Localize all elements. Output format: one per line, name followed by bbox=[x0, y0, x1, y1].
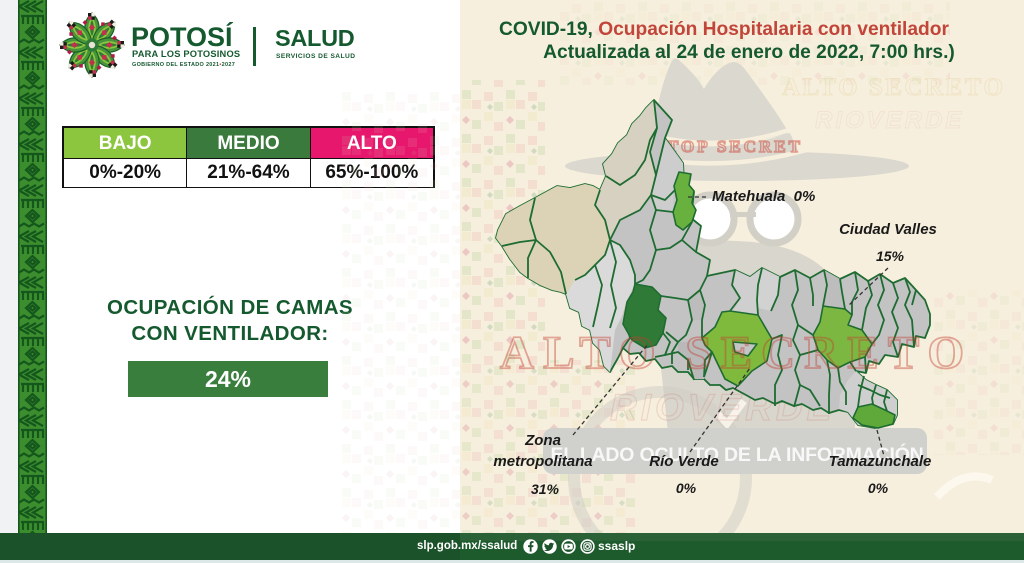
svg-text:0%: 0% bbox=[676, 480, 697, 496]
svg-text:Río Verde: Río Verde bbox=[649, 453, 718, 470]
svg-text:EL LADO OCULTO DE LA INFORMACI: EL LADO OCULTO DE LA INFORMACIÓN bbox=[550, 442, 923, 466]
svg-text:15%: 15% bbox=[876, 248, 905, 264]
svg-text:Zona: Zona bbox=[524, 432, 561, 449]
svg-text:0%: 0% bbox=[868, 480, 889, 496]
svg-text:ALTO SECRETO: ALTO SECRETO bbox=[500, 327, 972, 379]
svg-text:Matehuala 0%: Matehuala 0% bbox=[712, 188, 815, 205]
svg-text:31%: 31% bbox=[531, 481, 560, 497]
svg-text:ALTO SECRETO: ALTO SECRETO bbox=[782, 74, 1005, 101]
svg-text:TOP SECRET: TOP SECRET bbox=[667, 137, 803, 156]
svg-text:Ciudad Valles: Ciudad Valles bbox=[839, 221, 937, 238]
svg-text:RIOVERDE: RIOVERDE bbox=[815, 107, 964, 134]
svg-text:metropolitana: metropolitana bbox=[493, 453, 592, 470]
svg-text:Tamazunchale: Tamazunchale bbox=[829, 453, 932, 470]
